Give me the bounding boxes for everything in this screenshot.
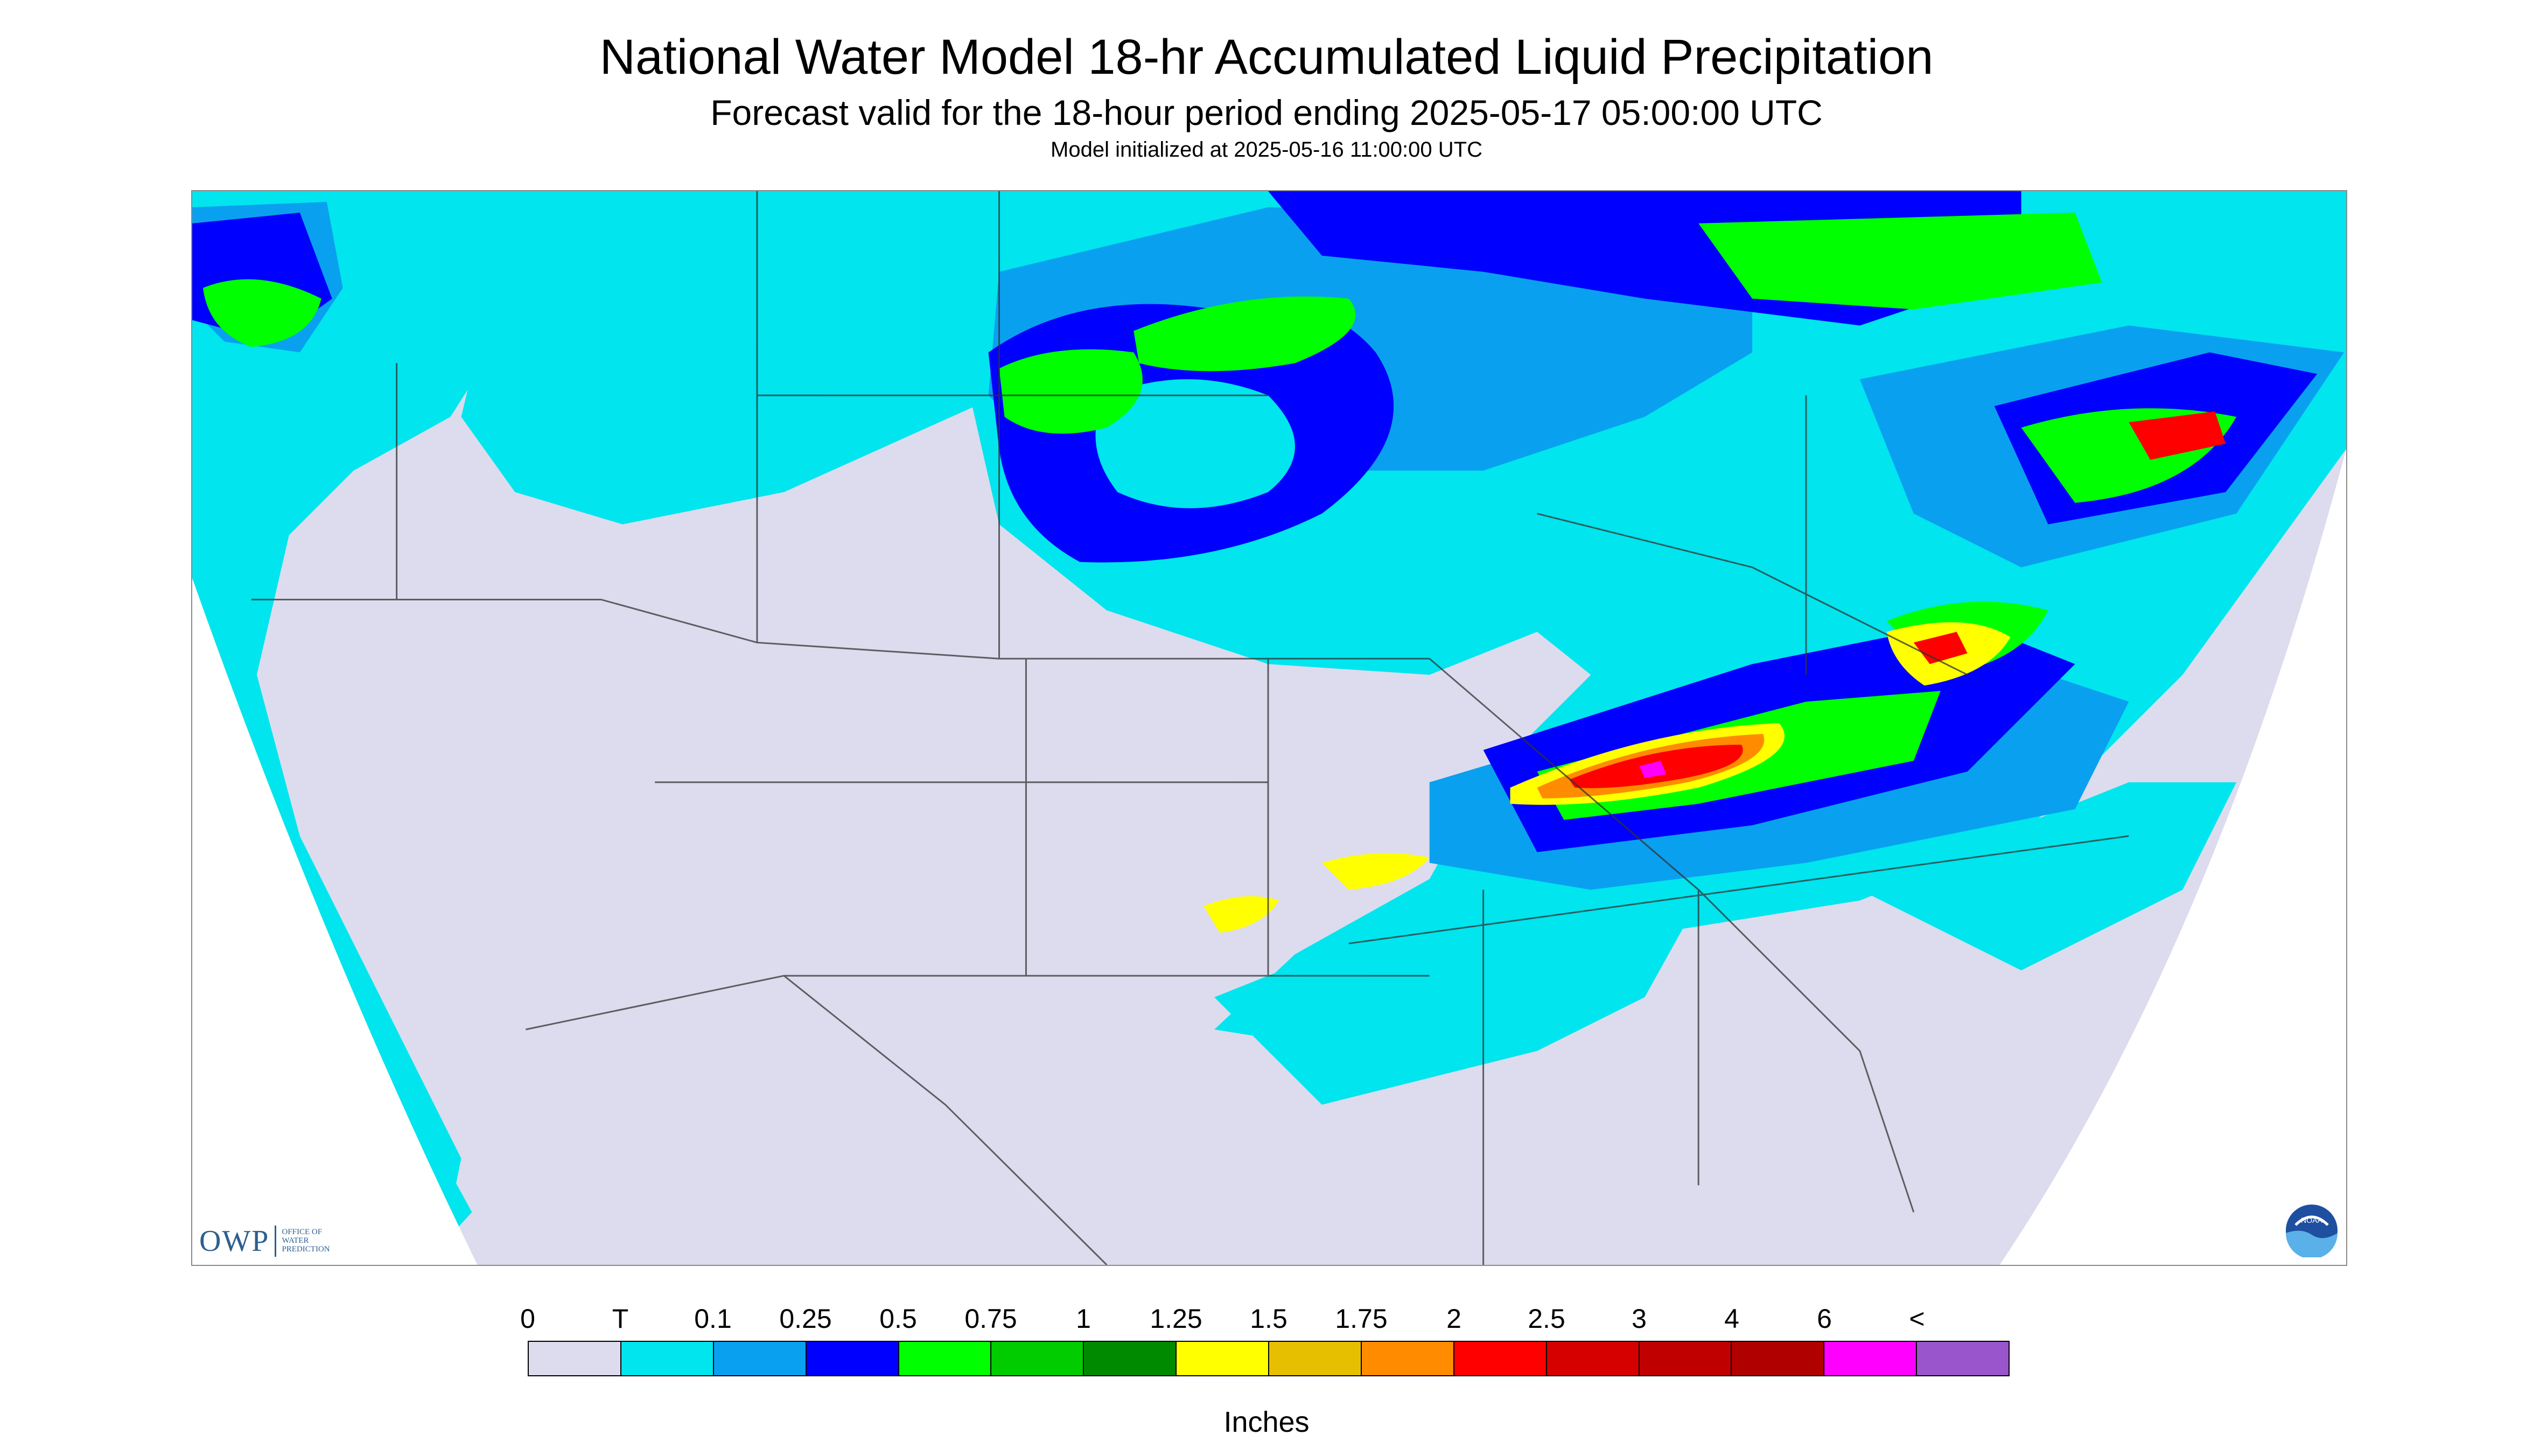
state-boundaries xyxy=(251,191,2129,1265)
legend-swatch xyxy=(1177,1342,1269,1375)
legend-tick-label: 0.5 xyxy=(879,1304,917,1334)
precip-region-southeast-coast xyxy=(1859,782,2237,971)
legend-swatch xyxy=(1454,1342,1547,1375)
noaa-logo-text: NOAA xyxy=(2301,1216,2322,1224)
legend-swatch xyxy=(621,1342,714,1375)
legend-tick-labels: 0 T 0.1 0.25 0.5 0.75 1 1.25 1.5 1.75 2 2.5 3 4 6 < xyxy=(520,1303,2010,1341)
legend-swatch xyxy=(1084,1342,1177,1375)
owp-logo: OWP OFFICE OF WATER PREDICTION xyxy=(199,1222,330,1260)
legend-tick-label: 6 xyxy=(1817,1304,1832,1334)
precipitation-map xyxy=(191,190,2347,1266)
forecast-valid-subtitle: Forecast valid for the 18-hour period en… xyxy=(710,93,1823,132)
legend-tick-label: 0.1 xyxy=(694,1304,732,1334)
legend-tick-label: 0.25 xyxy=(779,1304,832,1334)
precip-region-northern-plains xyxy=(461,191,1161,524)
legend-swatch xyxy=(1917,1342,2009,1375)
legend-tick-label: 0 xyxy=(520,1304,535,1334)
legend-swatch xyxy=(1547,1342,1640,1375)
legend-swatch xyxy=(1361,1342,1454,1375)
precip-region-new-england xyxy=(2129,411,2226,460)
owp-logo-subtext: OFFICE OF WATER PREDICTION xyxy=(282,1228,330,1254)
legend-swatch xyxy=(1824,1342,1918,1375)
legend-tick-label: 3 xyxy=(1632,1304,1647,1334)
legend-color-bar xyxy=(528,1341,2010,1376)
owp-logo-text: OWP xyxy=(199,1224,270,1258)
legend-tick-label: T xyxy=(612,1304,629,1334)
model-init-caption: Model initialized at 2025-05-16 11:00:00… xyxy=(1051,138,1482,162)
legend-swatch xyxy=(1732,1342,1825,1375)
legend-tick-label: 1.75 xyxy=(1335,1304,1388,1334)
precip-color-legend: 0 T 0.1 0.25 0.5 0.75 1 1.25 1.5 1.75 2 2.5 3 4 6 < xyxy=(520,1303,2010,1376)
legend-swatch xyxy=(529,1342,621,1375)
owp-logo-divider xyxy=(275,1226,277,1257)
legend-tick-label: 2 xyxy=(1446,1304,1461,1334)
legend-tick-label: 1 xyxy=(1076,1304,1091,1334)
legend-tick-label: 4 xyxy=(1724,1304,1739,1334)
legend-swatch xyxy=(1269,1342,1362,1375)
legend-swatch xyxy=(1639,1342,1732,1375)
precip-region-gulf xyxy=(1214,890,1699,1105)
legend-swatch xyxy=(899,1342,992,1375)
map-canvas xyxy=(192,191,2346,1265)
map-title: National Water Model 18-hr Accumulated L… xyxy=(599,30,1934,85)
noaa-logo: NOAA xyxy=(2286,1205,2338,1257)
legend-tick-label: 0.75 xyxy=(964,1304,1017,1334)
legend-units-label: Inches xyxy=(1223,1406,1310,1438)
legend-swatch xyxy=(991,1342,1084,1375)
legend-swatch xyxy=(713,1342,807,1375)
legend-tick-label: 2.5 xyxy=(1528,1304,1565,1334)
legend-swatch xyxy=(806,1342,899,1375)
legend-tick-label: 1.25 xyxy=(1150,1304,1202,1334)
legend-tick-label: 1.5 xyxy=(1250,1304,1288,1334)
legend-tick-label: < xyxy=(1909,1304,1925,1334)
